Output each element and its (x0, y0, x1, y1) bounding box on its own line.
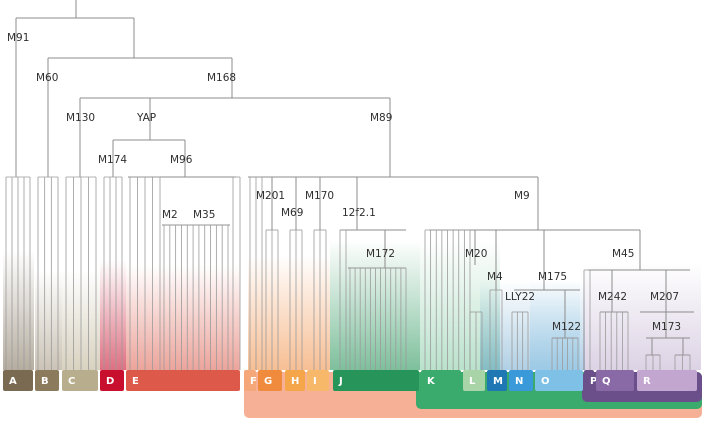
haplogroup-letter-E: E (132, 376, 139, 387)
haplogroup-bar-A (3, 370, 33, 391)
label-M45: M45 (612, 248, 634, 260)
label-M175: M175 (538, 271, 567, 283)
haplogroup-bar-B (35, 370, 59, 391)
haplogroup-letter-F: F (250, 376, 257, 387)
haplogroup-letter-P: P (590, 376, 597, 387)
tree-leaves (5, 176, 691, 370)
label-M242: M242 (598, 291, 627, 303)
haplogroup-bar-Q (596, 370, 634, 391)
label-LLY22: LLY22 (505, 291, 535, 303)
haplogroup-bar-G (258, 370, 282, 391)
label-M69: M69 (281, 207, 303, 219)
label-12f21: 12f2.1 (342, 207, 376, 219)
haplogroup-letter-G: G (264, 376, 272, 387)
haplogroup-bar-R (637, 370, 697, 391)
haplogroup-letter-I: I (313, 376, 317, 387)
label-M96: M96 (170, 154, 193, 166)
haplogroup-letter-B: B (41, 376, 49, 387)
haplogroup-bar-E (126, 370, 240, 391)
haplogroup-letter-A: A (9, 376, 17, 387)
tree-branches (15, 0, 694, 356)
color-washes (3, 240, 701, 370)
haplogroup-letter-M: M (493, 376, 503, 387)
haplogroup-letter-D: D (106, 376, 114, 387)
label-M9: M9 (514, 190, 530, 202)
label-M168: M168 (207, 72, 236, 84)
haplogroup-letter-L: L (469, 376, 476, 387)
haplogroup-letter-C: C (68, 376, 75, 387)
haplogroup-bar-O (535, 370, 583, 391)
label-M170: M170 (305, 190, 334, 202)
haplogroup-bar-N (509, 370, 533, 391)
haplogroup-bar-P (584, 370, 594, 391)
haplogroup-bar-H (285, 370, 305, 391)
label-M2: M2 (162, 209, 178, 221)
haplogroup-letter-J: J (338, 376, 343, 387)
node-labels: M91 M60 M168 M130 YAP M89 M174 M96 M2 M3… (7, 32, 681, 333)
label-M89: M89 (370, 112, 392, 124)
haplogroup-bar-F (244, 370, 256, 391)
label-M201: M201 (256, 190, 285, 202)
label-M172: M172 (366, 248, 395, 260)
haplogroup-bar-M (487, 370, 507, 391)
haplogroup-bar-C (62, 370, 98, 391)
label-M173: M173 (652, 321, 681, 333)
label-M174: M174 (98, 154, 127, 166)
label-M4: M4 (487, 271, 503, 283)
haplogroup-letter-R: R (643, 376, 651, 387)
haplogroup-bar-J (333, 370, 419, 391)
label-M91: M91 (7, 32, 29, 44)
haplogroup-letter-O: O (541, 376, 550, 387)
label-YAP: YAP (136, 112, 156, 124)
label-M207: M207 (650, 291, 679, 303)
label-M20: M20 (465, 248, 487, 260)
haplogroup-letter-Q: Q (602, 376, 611, 387)
haplogroup-letter-N: N (515, 376, 523, 387)
haplogroup-bar-I (307, 370, 329, 391)
haplogroup-letter-H: H (291, 376, 299, 387)
label-M122: M122 (552, 321, 581, 333)
haplogroup-bar-L (463, 370, 485, 391)
label-M60: M60 (36, 72, 58, 84)
haplogroup-bar-K (421, 370, 461, 391)
label-M35: M35 (193, 209, 215, 221)
haplogroup-bar-D (100, 370, 124, 391)
label-M130: M130 (66, 112, 95, 124)
haplogroup-letter-K: K (427, 376, 436, 387)
